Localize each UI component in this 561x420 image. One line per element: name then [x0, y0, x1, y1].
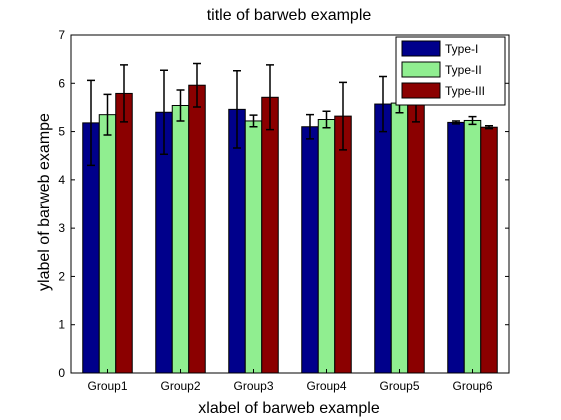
x-tick-label: Group6 — [452, 379, 492, 393]
y-tick-label: 6 — [58, 76, 65, 90]
error-bar-type-iii-group3 — [266, 64, 274, 131]
bar-type-ii-group5 — [390, 102, 409, 374]
bar-type-ii-group6 — [463, 119, 482, 374]
chart-title: title of barweb example — [207, 7, 372, 24]
y-axis-ticks: 0 1 2 3 4 5 6 7 — [58, 28, 509, 380]
x-tick-label: Group2 — [160, 379, 200, 393]
y-tick-label: 3 — [58, 221, 65, 235]
error-bar-type-iii-group4 — [339, 81, 347, 151]
error-bar-type-i-group2 — [160, 69, 168, 156]
legend-swatch-type-ii — [401, 61, 441, 78]
legend-swatch-type-i — [401, 40, 441, 57]
legend: Type-I Type-II Type-III — [395, 36, 506, 106]
bar-type-ii-group2 — [171, 104, 190, 374]
plot-area-frame — [70, 34, 510, 374]
error-bar-type-ii-group6 — [468, 115, 477, 126]
x-tick-label: Group1 — [87, 379, 127, 393]
error-bar-type-ii-group1 — [103, 93, 112, 136]
bar-type-ii-group1 — [98, 114, 117, 374]
error-bar-type-ii-group2 — [176, 89, 185, 122]
x-axis-label: xlabel of barweb example — [198, 400, 380, 417]
bar-type-iii-group3 — [261, 96, 279, 374]
legend-label-type-ii: Type-II — [445, 63, 482, 77]
bar-type-i-group5 — [374, 103, 392, 374]
error-bar-type-iii-group1 — [120, 64, 128, 123]
y-tick-label: 4 — [58, 173, 65, 187]
error-bar-type-ii-group3 — [249, 114, 258, 128]
bar-type-ii-group3 — [244, 120, 263, 374]
y-tick-label: 1 — [58, 318, 65, 332]
legend-label-type-iii: Type-III — [445, 84, 485, 98]
legend-label-type-i: Type-I — [445, 42, 478, 56]
bar-type-i-group6 — [447, 121, 465, 374]
x-tick-label: Group5 — [379, 379, 419, 393]
y-axis-label: ylabel of barweb exampe — [36, 113, 53, 291]
bar-type-i-group4 — [301, 126, 319, 374]
bar-type-i-group3 — [228, 108, 246, 374]
bar-type-iii-group4 — [334, 115, 352, 374]
x-tick-label: Group3 — [233, 379, 273, 393]
bar-type-iii-group6 — [480, 126, 498, 374]
legend-swatch-type-iii — [401, 82, 441, 99]
bar-type-iii-group1 — [115, 92, 133, 374]
x-axis-ticks: Group1 Group2 Group3 Group4 Group5 Group6 — [87, 369, 493, 393]
y-tick-label: 5 — [58, 125, 65, 139]
y-tick-label: 7 — [58, 28, 65, 42]
bar-type-ii-group4 — [317, 119, 336, 374]
error-bar-type-i-group5 — [379, 75, 387, 133]
bars-layer — [82, 84, 498, 374]
bar-type-iii-group2 — [188, 84, 206, 374]
y-tick-label: 2 — [58, 269, 65, 283]
error-bars-layer — [87, 62, 493, 167]
bar-type-iii-group5 — [407, 99, 425, 374]
error-bar-type-ii-group4 — [322, 110, 331, 129]
x-tick-label: Group4 — [306, 379, 346, 393]
error-bar-type-i-group4 — [306, 113, 314, 140]
error-bar-type-iii-group2 — [193, 62, 201, 108]
error-bar-type-iii-group6 — [485, 125, 493, 130]
y-tick-label: 0 — [58, 366, 65, 380]
error-bar-type-i-group1 — [87, 79, 95, 167]
error-bar-type-i-group3 — [233, 69, 241, 149]
error-bar-type-i-group6 — [452, 120, 460, 125]
